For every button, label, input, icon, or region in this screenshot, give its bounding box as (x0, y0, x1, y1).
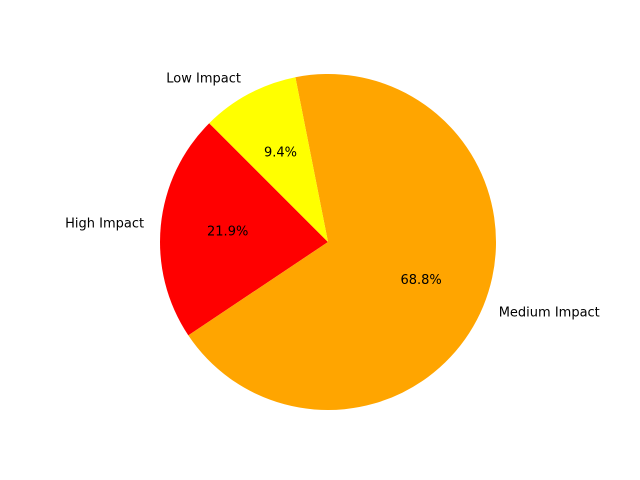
pie-labels: High Impact 21.9% Medium Impact 68.8% Low Im… (65, 71, 600, 320)
slice-percent-medium-impact: 68.8% (400, 273, 441, 288)
slice-label-low-impact: Low Impact (166, 71, 241, 86)
slice-label-medium-impact: Medium Impact (499, 305, 600, 320)
pie-slice-high-impact (160, 123, 328, 336)
pie-slice-low-impact (209, 77, 328, 242)
pie-slices (160, 74, 497, 411)
slice-percent-low-impact: 9.4% (264, 146, 297, 161)
pie-slice-medium-impact (188, 74, 497, 411)
slice-label-high-impact: High Impact (65, 216, 144, 231)
slice-percent-high-impact: 21.9% (207, 225, 248, 240)
